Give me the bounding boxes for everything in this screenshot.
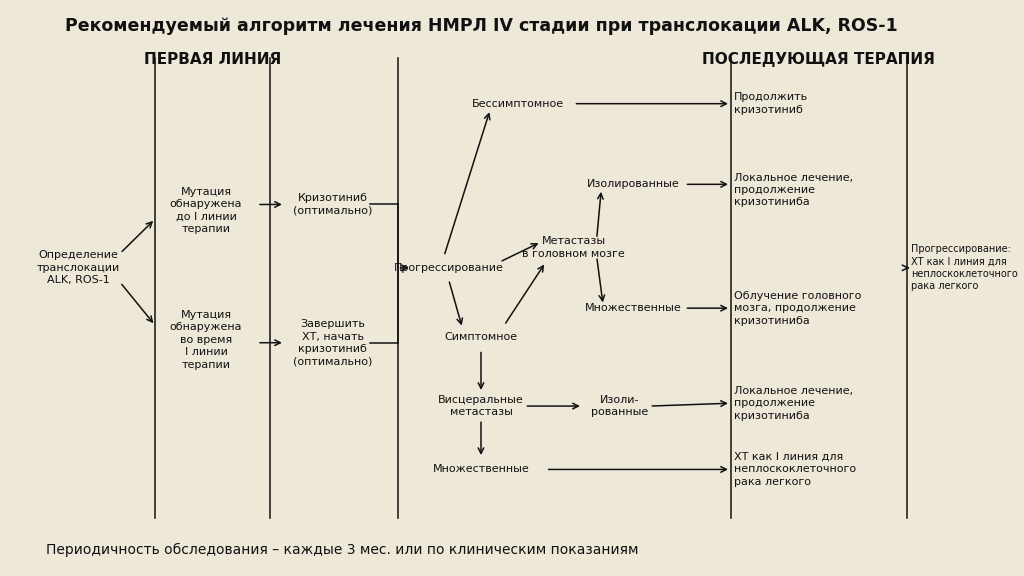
Text: Висцеральные
метастазы: Висцеральные метастазы (438, 395, 524, 417)
Text: Рекомендуемый алгоритм лечения НМРЛ IV стадии при транслокации ALK, ROS-1: Рекомендуемый алгоритм лечения НМРЛ IV с… (65, 17, 897, 35)
Text: Мутация
обнаружена
до I линии
терапии: Мутация обнаружена до I линии терапии (170, 187, 243, 234)
Text: Множественные: Множественные (586, 303, 682, 313)
Text: Мутация
обнаружена
во время
I линии
терапии: Мутация обнаружена во время I линии тера… (170, 310, 243, 370)
Text: Изоли-
рованные: Изоли- рованные (591, 395, 648, 417)
Text: Определение
транслокации
ALK, ROS-1: Определение транслокации ALK, ROS-1 (37, 251, 120, 285)
Text: Прогрессирование: Прогрессирование (393, 263, 504, 273)
Text: Метастазы
в головном мозге: Метастазы в головном мозге (522, 237, 625, 259)
Text: Периодичность обследования – каждые 3 мес. или по клиническим показаниям: Периодичность обследования – каждые 3 ме… (46, 543, 639, 557)
Text: Кризотиниб
(оптимально): Кризотиниб (оптимально) (293, 194, 373, 215)
Text: Симптомное: Симптомное (444, 332, 517, 342)
Text: ХТ как I линия для
неплоскоклеточного
рака легкого: ХТ как I линия для неплоскоклеточного ра… (733, 452, 856, 487)
Text: Прогрессирование:
ХТ как I линия для
неплоскоклеточного
рака легкого: Прогрессирование: ХТ как I линия для неп… (911, 244, 1018, 291)
Text: ПЕРВАЯ ЛИНИЯ: ПЕРВАЯ ЛИНИЯ (144, 52, 282, 67)
Text: Локальное лечение,
продолжение
кризотиниба: Локальное лечение, продолжение кризотини… (733, 173, 853, 207)
Text: ПОСЛЕДУЮЩАЯ ТЕРАПИЯ: ПОСЛЕДУЮЩАЯ ТЕРАПИЯ (702, 52, 935, 67)
Text: Бессимптомное: Бессимптомное (472, 98, 564, 109)
Text: Локальное лечение,
продолжение
кризотиниба: Локальное лечение, продолжение кризотини… (733, 386, 853, 420)
Text: Изолированные: Изолированные (588, 179, 680, 190)
Text: Множественные: Множественные (432, 464, 529, 475)
Text: Завершить
ХТ, начать
кризотиниб
(оптимально): Завершить ХТ, начать кризотиниб (оптимал… (293, 319, 373, 366)
Text: Продолжить
кризотиниб: Продолжить кризотиниб (733, 93, 808, 115)
Text: Облучение головного
мозга, продолжение
кризотиниба: Облучение головного мозга, продолжение к… (733, 291, 861, 325)
